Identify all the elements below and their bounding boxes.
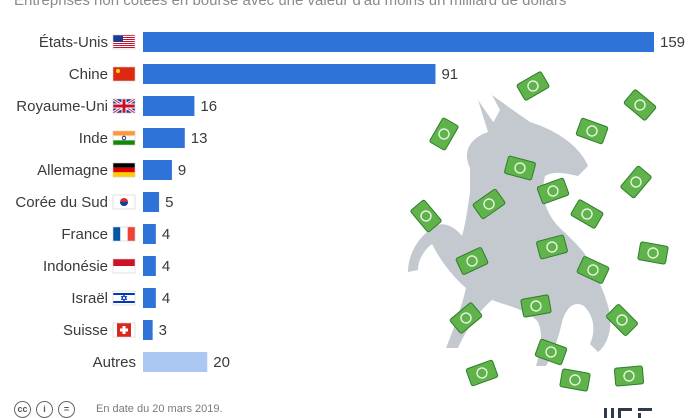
bar [143,160,172,180]
money-bill-icon [536,234,568,260]
bar [143,64,436,84]
category-label: Inde [79,130,108,147]
data-label: 20 [213,354,230,371]
bar [143,224,156,244]
unicorn-icon [408,95,611,366]
bar [143,288,156,308]
horn-icon [478,100,496,132]
flag-cn-icon [112,66,136,82]
money-bill-icon [576,256,610,284]
bar [143,32,654,52]
money-bill-icon [536,177,570,205]
bar [143,256,156,276]
money-bill-icon [575,117,609,145]
data-label: 4 [162,290,170,307]
money-bill-icon [623,89,657,121]
money-bill-icon [429,117,459,151]
flag-il-icon [112,290,136,306]
money-bill-icon [606,304,638,336]
bar [143,352,208,372]
flag-de-icon [112,162,136,178]
bar-chart: États-Unis 159 Chine 91 Royaume-Uni 16 Inde 13 A… [15,32,685,392]
no-derivatives-icon: = [58,400,75,418]
attribution-icon: i [36,400,53,418]
brand-logo-icon [604,408,652,418]
money-bill-icon [472,188,506,220]
category-label: Autres [93,354,136,371]
unicorn-illustration [408,71,669,392]
footer: cc i = En date du 20 mars 2019. [14,400,223,418]
money-bill-icon [620,165,652,199]
flag-id-icon [112,258,136,274]
money-bill-icon [455,247,489,275]
money-bill-icon [613,365,645,387]
category-label: Corée du Sud [15,194,108,211]
category-label: États-Unis [39,34,108,51]
bar [143,320,153,340]
money-bill-icon [534,338,568,366]
flag-fr-icon [112,226,136,242]
money-bill-icon [516,71,550,101]
data-label: 91 [441,66,458,83]
bar [143,128,185,148]
category-label: Allemagne [37,162,108,179]
flag-in-icon [112,130,136,146]
money-bill-icon [449,302,483,334]
bar [143,192,160,212]
data-label: 4 [162,226,170,243]
data-label: 13 [191,130,208,147]
category-label: Suisse [63,322,108,339]
category-label: France [61,226,108,243]
money-bill-icon [504,155,536,181]
money-bill-icon [410,199,442,233]
data-label: 3 [159,322,167,339]
flag-gb-icon [112,97,136,115]
category-label: Indonésie [43,258,108,275]
cc-icon: cc [14,400,31,418]
flag-us-icon [112,34,136,50]
money-bill-icon [637,241,669,265]
category-label: Chine [69,66,108,83]
chart-subtitle: Entreprises non cotées en bourse avec un… [14,0,567,9]
data-label: 4 [162,258,170,275]
money-bill-icon [559,368,591,392]
footer-date: En date du 20 mars 2019. [96,403,223,415]
money-bill-icon [570,199,604,229]
flag-ch-icon [112,322,136,338]
money-bill-icon [465,359,499,387]
data-label: 159 [660,34,685,51]
category-label: Israël [71,290,108,307]
data-label: 5 [165,194,173,211]
data-label: 9 [178,162,186,179]
money-bill-icon [520,294,552,318]
bar [143,96,195,116]
category-label: Royaume-Uni [16,98,108,115]
data-label: 16 [200,98,217,115]
flag-kr-icon [112,194,136,210]
